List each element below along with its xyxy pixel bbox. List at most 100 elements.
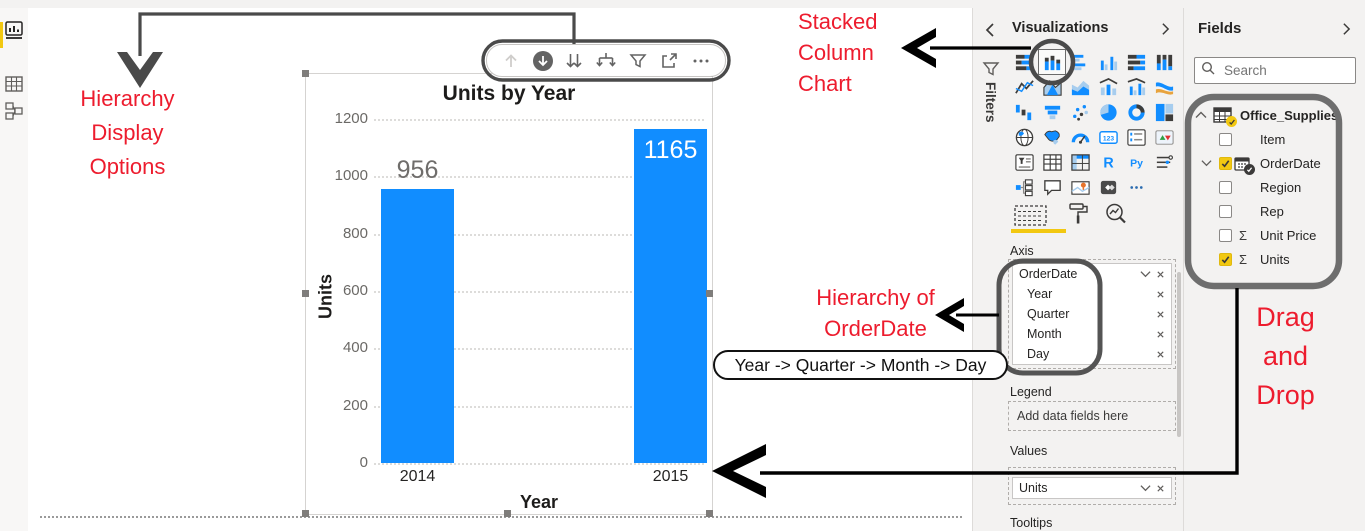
python-visual-icon[interactable]: Py bbox=[1123, 150, 1149, 174]
visual-header-toolbar[interactable] bbox=[486, 44, 726, 77]
decomposition-tree-icon[interactable] bbox=[1011, 175, 1037, 199]
collapse-fields-pane-icon[interactable] bbox=[1342, 22, 1351, 41]
kpi-icon[interactable] bbox=[1151, 125, 1177, 149]
multi-row-card-icon[interactable] bbox=[1123, 125, 1149, 149]
field-row-rep[interactable]: Rep bbox=[1193, 199, 1358, 223]
field-row-region[interactable]: Region bbox=[1193, 175, 1358, 199]
tab-format[interactable] bbox=[1068, 202, 1090, 228]
field-row-item[interactable]: Item bbox=[1193, 127, 1358, 151]
arcgis-map-icon[interactable] bbox=[1067, 175, 1093, 199]
line-and-stacked-column-chart-icon[interactable] bbox=[1095, 75, 1121, 99]
clustered-bar-chart-icon[interactable] bbox=[1067, 50, 1093, 74]
resize-handle[interactable] bbox=[504, 510, 511, 517]
well-field-orderdate[interactable]: OrderDate bbox=[1013, 264, 1171, 284]
field-row-unit-price[interactable]: Σ Unit Price bbox=[1193, 223, 1358, 247]
resize-handle[interactable] bbox=[302, 70, 309, 77]
filter-icon[interactable] bbox=[982, 60, 1000, 83]
remove-field-icon[interactable] bbox=[1156, 330, 1165, 339]
report-view-icon[interactable] bbox=[4, 20, 24, 40]
remove-field-icon[interactable] bbox=[1156, 290, 1165, 299]
stacked-column-chart-icon[interactable] bbox=[1038, 49, 1066, 75]
expand-field-icon[interactable] bbox=[1201, 159, 1219, 167]
table-row-office-supplies[interactable]: Office_Supplies bbox=[1193, 103, 1358, 127]
r-script-visual-icon[interactable]: R bbox=[1095, 150, 1121, 174]
view-rail bbox=[0, 8, 29, 531]
stacked-area-chart-icon[interactable] bbox=[1067, 75, 1093, 99]
field-row-orderdate[interactable]: OrderDate bbox=[1193, 151, 1358, 175]
well-field-month[interactable]: Month bbox=[1013, 324, 1171, 344]
hundred-percent-stacked-bar-chart-icon[interactable] bbox=[1123, 50, 1149, 74]
area-chart-icon[interactable] bbox=[1039, 75, 1065, 99]
data-view-icon[interactable] bbox=[4, 74, 24, 94]
clustered-column-chart-icon[interactable] bbox=[1095, 50, 1121, 74]
remove-field-icon[interactable] bbox=[1156, 484, 1165, 493]
pie-chart-icon[interactable] bbox=[1095, 100, 1121, 124]
bar-2014[interactable] bbox=[381, 188, 454, 463]
resize-handle[interactable] bbox=[302, 290, 309, 297]
pane-scrollbar[interactable] bbox=[1177, 272, 1181, 437]
tab-analytics[interactable] bbox=[1104, 202, 1130, 228]
field-checkbox[interactable] bbox=[1219, 228, 1232, 242]
field-checkbox[interactable] bbox=[1219, 252, 1232, 266]
collapse-pane-icon[interactable] bbox=[1161, 22, 1170, 41]
gauge-icon[interactable] bbox=[1067, 125, 1093, 149]
map-icon[interactable] bbox=[1011, 125, 1037, 149]
line-and-clustered-column-chart-icon[interactable] bbox=[1123, 75, 1149, 99]
field-dropdown-icon[interactable] bbox=[1140, 484, 1151, 492]
resize-handle[interactable] bbox=[706, 290, 713, 297]
drill-up-icon[interactable] bbox=[500, 50, 522, 72]
stacked-column-chart-visual[interactable]: Units by Year 0 200 400 600 800 1000 1200 956 20… bbox=[305, 73, 713, 515]
drill-down-icon[interactable] bbox=[532, 50, 554, 72]
model-view-icon[interactable] bbox=[4, 101, 24, 121]
field-checkbox[interactable] bbox=[1219, 204, 1232, 218]
well-field-quarter[interactable]: Quarter bbox=[1013, 304, 1171, 324]
go-to-next-level-icon[interactable] bbox=[563, 50, 585, 72]
field-checkbox[interactable] bbox=[1219, 156, 1232, 170]
field-checkbox[interactable] bbox=[1219, 132, 1232, 146]
slicer-icon[interactable] bbox=[1011, 150, 1037, 174]
paginated-report-icon[interactable] bbox=[1151, 150, 1177, 174]
line-chart-icon[interactable] bbox=[1011, 75, 1037, 99]
remove-field-icon[interactable] bbox=[1156, 310, 1165, 319]
remove-field-icon[interactable] bbox=[1156, 270, 1165, 279]
hundred-percent-stacked-column-chart-icon[interactable] bbox=[1151, 50, 1177, 74]
waterfall-chart-icon[interactable] bbox=[1011, 100, 1037, 124]
resize-handle[interactable] bbox=[706, 510, 713, 517]
filled-map-icon[interactable] bbox=[1039, 125, 1065, 149]
well-field-year[interactable]: Year bbox=[1013, 284, 1171, 304]
well-field-units[interactable]: Units bbox=[1013, 478, 1171, 498]
matrix-icon[interactable] bbox=[1067, 150, 1093, 174]
search-box[interactable] bbox=[1194, 57, 1356, 84]
filter-icon[interactable] bbox=[627, 50, 649, 72]
field-dropdown-icon[interactable] bbox=[1140, 270, 1151, 278]
stacked-bar-chart-icon[interactable] bbox=[1011, 50, 1037, 74]
table-icon[interactable] bbox=[1039, 150, 1065, 174]
donut-chart-icon[interactable] bbox=[1123, 100, 1149, 124]
search-input[interactable] bbox=[1222, 62, 1349, 79]
well-field-day[interactable]: Day bbox=[1013, 344, 1171, 364]
q-and-a-visual-icon[interactable] bbox=[1039, 175, 1065, 199]
card-icon[interactable]: 123 bbox=[1095, 125, 1121, 149]
legend-field-well[interactable]: Add data fields here bbox=[1008, 401, 1176, 431]
funnel-chart-icon[interactable] bbox=[1039, 100, 1065, 124]
more-visuals-icon[interactable] bbox=[1123, 175, 1149, 199]
more-options-icon[interactable] bbox=[690, 50, 712, 72]
collapse-table-icon[interactable] bbox=[1195, 111, 1213, 119]
axis-field-well[interactable]: OrderDate Year Quarter Month Day bbox=[1008, 259, 1176, 369]
tab-fields[interactable] bbox=[1014, 205, 1048, 227]
sum-icon: Σ bbox=[1239, 227, 1248, 243]
scatter-chart-icon[interactable] bbox=[1067, 100, 1093, 124]
focus-mode-icon[interactable] bbox=[658, 50, 680, 72]
remove-field-icon[interactable] bbox=[1156, 350, 1165, 359]
expand-all-down-icon[interactable] bbox=[595, 50, 617, 72]
expand-pane-icon[interactable] bbox=[985, 22, 995, 43]
treemap-icon[interactable] bbox=[1151, 100, 1177, 124]
resize-handle[interactable] bbox=[302, 510, 309, 517]
power-apps-visual-icon[interactable] bbox=[1095, 175, 1121, 199]
ribbon-chart-icon[interactable] bbox=[1151, 75, 1177, 99]
field-checkbox[interactable] bbox=[1219, 180, 1232, 194]
values-field-well[interactable]: Units bbox=[1008, 467, 1176, 505]
field-row-units[interactable]: Σ Units bbox=[1193, 247, 1358, 271]
axis-section-label: Axis bbox=[1010, 244, 1034, 258]
bar-2015[interactable] bbox=[634, 129, 707, 463]
